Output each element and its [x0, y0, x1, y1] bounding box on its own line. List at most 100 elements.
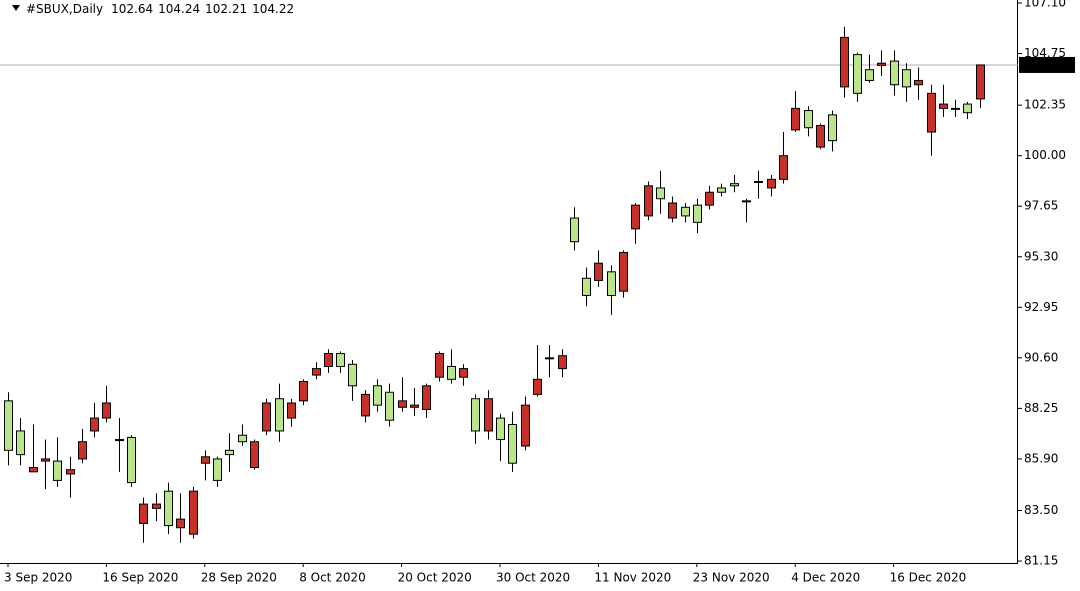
x-tick-label: 8 Oct 2020 — [299, 571, 366, 585]
candle-body — [705, 191, 714, 206]
candle-body — [644, 185, 653, 217]
candle-body — [29, 467, 38, 473]
candle-body — [287, 402, 296, 419]
x-tick-label: 16 Sep 2020 — [102, 571, 178, 585]
y-tick-label: 90.60 — [1024, 350, 1058, 364]
chart-header: #SBUX,Daily 102.64 104.24 102.21 104.22 — [26, 2, 294, 16]
y-tick-label: 97.65 — [1024, 199, 1058, 213]
candle-body — [717, 187, 726, 193]
candle-body — [730, 183, 739, 187]
candle-body — [656, 187, 665, 200]
candle-body — [754, 181, 763, 184]
menu-triangle[interactable] — [12, 5, 20, 11]
candle-body — [681, 206, 690, 217]
x-tick-label: 30 Oct 2020 — [496, 571, 570, 585]
candle-body — [78, 441, 87, 460]
candle-body — [16, 430, 25, 456]
candle-body — [312, 368, 321, 376]
candle-body — [558, 355, 567, 370]
candle-body — [176, 518, 185, 529]
candle-body — [164, 490, 173, 527]
x-tick-label: 16 Dec 2020 — [890, 571, 967, 585]
candle-body — [890, 60, 899, 86]
current-price-label: 104.22 — [1024, 57, 1066, 71]
y-tick-label: 81.15 — [1024, 554, 1058, 568]
candle-body — [459, 368, 468, 378]
x-tick-label: 20 Oct 2020 — [398, 571, 472, 585]
candle-body — [767, 178, 776, 189]
candle-body — [471, 398, 480, 432]
candle-body — [582, 277, 591, 296]
candle-body — [213, 458, 222, 481]
candle-body — [373, 385, 382, 406]
x-tick-label: 4 Dec 2020 — [791, 571, 860, 585]
y-tick-label: 85.90 — [1024, 451, 1058, 465]
y-tick-label: 95.30 — [1024, 249, 1058, 263]
candle-body — [275, 398, 284, 432]
candle-body — [348, 363, 357, 387]
candle-body — [804, 110, 813, 129]
candle-body — [361, 393, 370, 417]
candle-body — [262, 402, 271, 432]
candle-body — [877, 62, 886, 66]
candle-body — [201, 456, 210, 464]
candle-body — [951, 107, 960, 110]
candle-body — [533, 378, 542, 395]
header-close: 104.22 — [252, 2, 294, 16]
candle-body — [508, 424, 517, 464]
candle-body — [828, 114, 837, 142]
header-open: 102.64 — [111, 2, 153, 16]
candle-body — [41, 458, 50, 462]
candle-body — [816, 125, 825, 148]
candle-body — [152, 503, 161, 509]
candle-body — [668, 202, 677, 219]
chart-title: #SBUX,Daily — [26, 2, 103, 16]
candle-body — [4, 400, 13, 451]
y-tick-label: 100.00 — [1024, 148, 1066, 162]
candle-body — [742, 200, 751, 203]
candle-body — [102, 402, 111, 419]
candle-body — [299, 380, 308, 402]
y-tick-label: 104.75 — [1024, 46, 1066, 60]
candle-body — [631, 204, 640, 230]
candle-body — [840, 36, 849, 88]
candle-body — [336, 353, 345, 367]
candle-body — [976, 64, 985, 100]
candle-body — [435, 353, 444, 378]
candle-body — [594, 262, 603, 281]
x-tick-label: 3 Sep 2020 — [4, 571, 72, 585]
x-tick-label: 11 Nov 2020 — [594, 571, 671, 585]
candle-body — [496, 417, 505, 441]
candle-body — [963, 103, 972, 114]
candle-body — [902, 69, 911, 88]
y-tick-label: 88.25 — [1024, 401, 1058, 415]
candle-body — [521, 404, 530, 447]
candle-body — [189, 490, 198, 535]
candle-body — [914, 79, 923, 86]
candle-body — [545, 357, 554, 360]
y-tick-label: 83.50 — [1024, 503, 1058, 517]
candle-body — [238, 434, 247, 443]
candle-body — [693, 204, 702, 223]
y-tick-label: 107.10 — [1024, 0, 1066, 10]
candle-body — [250, 441, 259, 469]
candle-body — [324, 353, 333, 367]
candle-body — [447, 365, 456, 380]
candle-body — [139, 503, 148, 524]
candle-body — [779, 155, 788, 180]
candle-body — [385, 391, 394, 421]
candle-body — [398, 400, 407, 408]
candle-body — [484, 398, 493, 432]
candle-body — [115, 439, 124, 442]
header-low: 102.21 — [205, 2, 247, 16]
y-tick-label: 92.95 — [1024, 300, 1058, 314]
candle-body — [939, 103, 948, 109]
candle-body — [66, 469, 75, 475]
candle-body — [410, 404, 419, 408]
header-high: 104.24 — [158, 2, 200, 16]
candle-body — [865, 69, 874, 81]
y-tick-label: 102.35 — [1024, 98, 1066, 112]
candle-body — [853, 54, 862, 94]
x-tick-label: 23 Nov 2020 — [693, 571, 770, 585]
